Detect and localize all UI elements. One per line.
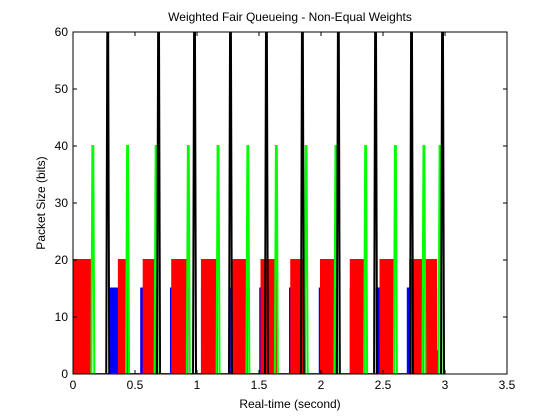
x-tick-label: 0 xyxy=(70,378,77,392)
x-axis-label: Real-time (second) xyxy=(239,397,340,411)
y-tick-label: 10 xyxy=(55,310,69,324)
y-axis: 0 10 20 30 40 50 60 xyxy=(55,25,507,381)
series-layer xyxy=(73,32,507,374)
x-tick-label: 3 xyxy=(442,378,449,392)
y-tick-label: 40 xyxy=(55,139,69,153)
x-tick-label: 2 xyxy=(318,378,325,392)
x-axis: 0 0.5 1 1.5 2 2.5 3 3.5 xyxy=(70,32,516,392)
y-tick-label: 60 xyxy=(55,25,69,39)
chart-title: Weighted Fair Queueing - Non-Equal Weigh… xyxy=(168,10,412,24)
x-tick-label: 2.5 xyxy=(375,378,392,392)
series-line-1 xyxy=(73,259,438,374)
x-tick-label: 1 xyxy=(194,378,201,392)
x-tick-label: 0.5 xyxy=(127,378,144,392)
x-tick-label: 3.5 xyxy=(499,378,516,392)
y-tick-label: 0 xyxy=(61,367,68,381)
y-axis-label: Packet Size (bits) xyxy=(34,156,48,249)
series-line-2 xyxy=(90,145,443,374)
y-tick-label: 30 xyxy=(55,196,69,210)
x-tick-label: 1.5 xyxy=(251,378,268,392)
y-tick-label: 50 xyxy=(55,82,69,96)
y-tick-label: 20 xyxy=(55,253,69,267)
